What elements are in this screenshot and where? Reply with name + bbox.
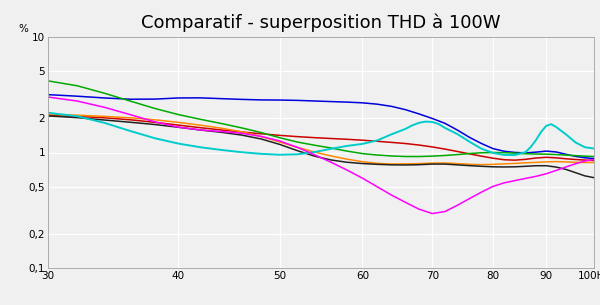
Title: Comparatif - superposition THD à 100W: Comparatif - superposition THD à 100W — [141, 14, 501, 32]
Text: %: % — [18, 24, 28, 34]
